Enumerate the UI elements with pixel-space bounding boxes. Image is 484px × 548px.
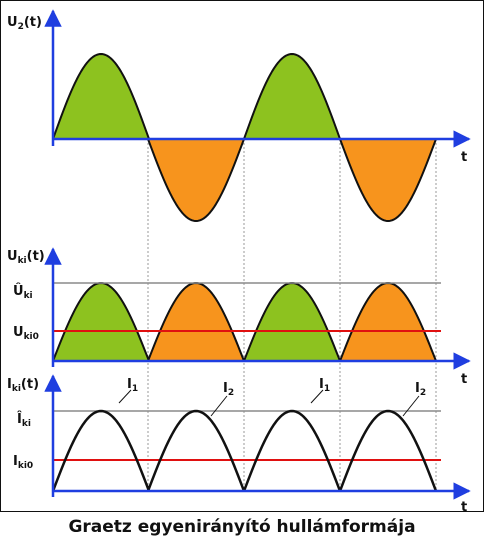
leader-line	[310, 389, 324, 404]
iki-curve	[51, 409, 151, 492]
diagram-frame: U2(t) t Uki(t) Ûki Uki0 t Ik	[0, 0, 484, 515]
iki-curve-label-2: I2	[210, 381, 234, 417]
uki-peak-label: Ûki	[13, 283, 33, 301]
figure-caption: Graetz egyenirányító hullámformája	[68, 517, 416, 537]
u2-y-label: U2(t)	[7, 15, 42, 32]
u2-negative-lobe	[339, 138, 437, 222]
uki-x-label: t	[461, 372, 467, 387]
leader-line	[402, 395, 420, 417]
leader-line	[118, 389, 132, 404]
iki-panel: Iki(t) Îki Iki0 t I1 I2 I1 I2	[7, 374, 471, 515]
iki-curve	[146, 409, 246, 492]
uki-lobe	[147, 282, 245, 362]
iki-x-label: t	[461, 500, 467, 511]
period-guides	[147, 139, 437, 491]
u2-negative-lobe	[147, 138, 245, 222]
u2-positive-lobe	[52, 53, 150, 140]
uki-lobe	[243, 282, 341, 362]
curve-label: I2	[415, 381, 426, 398]
iki-curve	[242, 409, 342, 492]
iki-curve-label-4: I2	[402, 381, 426, 417]
u2-x-label: t	[461, 150, 467, 165]
leader-line	[210, 395, 228, 417]
curve-label: I2	[223, 381, 234, 398]
iki-curve-label-3: I1	[310, 377, 330, 404]
iki-y-label: Iki(t)	[7, 377, 39, 394]
u2-positive-lobe	[243, 53, 341, 140]
uki-lobe	[339, 282, 437, 362]
uki-panel: Uki(t) Ûki Uki0 t	[7, 247, 471, 387]
curve-label: I1	[319, 377, 330, 394]
iki-average-label: Iki0	[13, 454, 33, 471]
waveform-diagram: U2(t) t Uki(t) Ûki Uki0 t Ik	[7, 9, 471, 515]
iki-curve	[338, 409, 438, 492]
uki-lobe	[52, 282, 150, 362]
uki-y-label: Uki(t)	[7, 249, 45, 266]
iki-curve-label-1: I1	[118, 377, 138, 404]
u2-panel: U2(t) t	[7, 9, 471, 222]
iki-peak-label: Îki	[17, 411, 31, 429]
curve-label: I1	[127, 377, 138, 394]
uki-average-label: Uki0	[13, 325, 39, 342]
